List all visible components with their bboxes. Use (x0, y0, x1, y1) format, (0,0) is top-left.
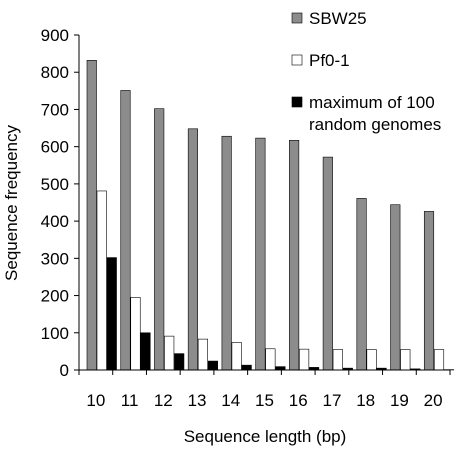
bar-maximum-of-100-random-genomes-13 (207, 360, 218, 371)
bar-pf0-1-15 (265, 348, 276, 371)
bar-pf0-1-17 (332, 349, 343, 371)
legend-label: maximum of 100 (309, 93, 435, 112)
y-axis-title: Sequence frequency (2, 125, 21, 281)
bar-pf0-1-13 (197, 338, 208, 371)
y-tick-label: 600 (41, 138, 69, 157)
y-tick-label: 500 (41, 175, 69, 194)
y-tick-label: 900 (41, 26, 69, 45)
bar-maximum-of-100-random-genomes-12 (174, 353, 185, 371)
legend-swatch (291, 96, 303, 108)
x-tick-label: 18 (356, 391, 375, 410)
x-tick-label: 17 (322, 391, 341, 410)
bar-sbw25-17 (322, 156, 333, 371)
x-tick-label: 13 (188, 391, 207, 410)
x-tick-label: 16 (289, 391, 308, 410)
x-tick-labels: 10 11 12 13 14 15 16 17 18 19 20 (86, 391, 442, 410)
x-tick-label: 15 (255, 391, 274, 410)
bar-pf0-1-12 (164, 335, 175, 371)
bar-sbw25-13 (187, 128, 198, 371)
y-tick-label: 800 (41, 63, 69, 82)
x-tick-label: 12 (154, 391, 173, 410)
legend-label: Pf0-1 (309, 51, 350, 70)
bar-sbw25-15 (255, 137, 266, 371)
bar-sbw25-19 (390, 204, 401, 371)
y-tick-label: 700 (41, 100, 69, 119)
bar-sbw25-20 (423, 211, 435, 371)
bar-sbw25-12 (154, 108, 165, 371)
axes-layer (74, 34, 451, 375)
bar-maximum-of-100-random-genomes-14 (241, 364, 252, 371)
legend: SBW25 Pf0-1 maximum of 100 random genomes (291, 9, 441, 134)
bar-sbw25-10 (86, 60, 97, 371)
y-tick-label: 100 (41, 324, 69, 343)
y-tick-labels: 0 100 200 300 400 500 600 700 800 900 (41, 26, 69, 380)
legend-swatch (291, 54, 303, 66)
bar-sbw25-14 (221, 135, 232, 371)
bar-pf0-1-20 (433, 349, 445, 371)
bar-pf0-1-14 (231, 342, 242, 371)
y-tick-label: 400 (41, 212, 69, 231)
bar-maximum-of-100-random-genomes-10 (106, 257, 117, 371)
x-tick-label: 19 (390, 391, 409, 410)
bar-maximum-of-100-random-genomes-11 (140, 332, 151, 371)
bar-sbw25-18 (356, 198, 367, 371)
legend-label: random genomes (309, 115, 441, 134)
x-tick-label: 14 (221, 391, 240, 410)
legend-label: SBW25 (309, 9, 367, 28)
bar-sbw25-16 (289, 140, 300, 371)
bar-pf0-1-11 (130, 297, 141, 371)
x-tick-label: 20 (424, 391, 443, 410)
bar-sbw25-11 (120, 90, 131, 371)
bar-pf0-1-16 (299, 348, 310, 371)
x-tick-label: 11 (121, 391, 139, 410)
bar-pf0-1-10 (96, 190, 107, 371)
bar-maximum-of-100-random-genomes-15 (275, 366, 286, 371)
y-tick-label: 0 (60, 361, 69, 380)
y-tick-label: 300 (41, 249, 69, 268)
x-tick-label: 10 (86, 391, 105, 410)
bars-layer (86, 60, 455, 371)
bar-pf0-1-18 (366, 349, 377, 371)
y-tick-label: 200 (41, 287, 69, 306)
bar-pf0-1-19 (400, 349, 411, 371)
legend-swatch (291, 12, 303, 24)
x-axis-title: Sequence length (bp) (184, 427, 347, 446)
